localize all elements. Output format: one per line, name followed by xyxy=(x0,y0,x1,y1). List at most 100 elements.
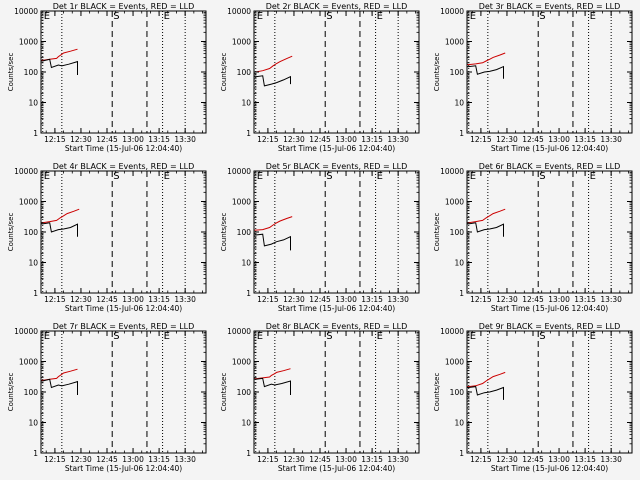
x-tick-label: 13:00 xyxy=(335,455,357,464)
detector-panel: Det 6r BLACK = Events, RED = LLD E S E 1 10 10… xyxy=(426,160,639,320)
event-marker-label: E xyxy=(44,171,50,182)
y-tick-label: 1 xyxy=(33,289,38,298)
y-tick-label: 1000 xyxy=(445,38,464,47)
x-axis-label: Start Time (15-Jul-06 12:04:40) xyxy=(65,144,182,153)
y-tick-label: 100 xyxy=(450,388,465,397)
chart-title: Det 6r BLACK = Events, RED = LLD xyxy=(479,162,621,171)
chart-title: Det 1r BLACK = Events, RED = LLD xyxy=(53,2,195,11)
x-tick-label: 13:15 xyxy=(361,135,383,144)
series-line xyxy=(254,377,291,395)
x-tick-label: 13:00 xyxy=(548,295,570,304)
y-axis-label: Counts/sec xyxy=(220,373,228,412)
x-tick-label: 12:15 xyxy=(470,295,492,304)
x-tick-label: 12:30 xyxy=(283,135,305,144)
event-marker-label: S xyxy=(326,171,332,182)
y-tick-label: 10000 xyxy=(440,7,464,16)
x-axis-label: Start Time (15-Jul-06 12:04:40) xyxy=(278,144,395,153)
y-tick-label: 10000 xyxy=(440,167,464,176)
event-marker-label: E xyxy=(590,11,596,22)
chart-title: Det 5r BLACK = Events, RED = LLD xyxy=(266,162,408,171)
y-tick-label: 100 xyxy=(237,388,252,397)
series-line xyxy=(254,75,291,87)
chart-title: Det 4r BLACK = Events, RED = LLD xyxy=(53,162,195,171)
x-tick-label: 13:30 xyxy=(600,295,622,304)
y-tick-label: 1000 xyxy=(232,358,251,367)
x-tick-label: 12:30 xyxy=(283,295,305,304)
y-tick-label: 10000 xyxy=(440,327,464,336)
chart-title: Det 3r BLACK = Events, RED = LLD xyxy=(479,2,621,11)
detector-panel: Det 2r BLACK = Events, RED = LLD E S E 1 10 10… xyxy=(213,0,426,160)
y-tick-label: 10000 xyxy=(14,167,38,176)
y-tick-label: 10000 xyxy=(14,327,38,336)
x-axis-label: Start Time (15-Jul-06 12:04:40) xyxy=(65,304,182,313)
x-tick-label: 12:30 xyxy=(496,135,518,144)
y-tick-label: 10000 xyxy=(14,7,38,16)
x-axis-label: Start Time (15-Jul-06 12:04:40) xyxy=(65,464,182,473)
x-tick-label: 13:00 xyxy=(335,295,357,304)
event-marker-label: E xyxy=(470,331,476,342)
event-marker-label: S xyxy=(539,171,545,182)
y-axis-label: Counts/sec xyxy=(7,213,15,252)
x-axis-label: Start Time (15-Jul-06 12:04:40) xyxy=(491,464,608,473)
chart-title: Det 8r BLACK = Events, RED = LLD xyxy=(266,322,408,331)
x-tick-label: 12:15 xyxy=(257,455,279,464)
x-tick-label: 13:30 xyxy=(600,135,622,144)
y-tick-label: 100 xyxy=(237,228,252,237)
y-tick-label: 1 xyxy=(246,129,251,138)
y-axis-label: Counts/sec xyxy=(7,53,15,92)
x-tick-label: 12:45 xyxy=(522,455,544,464)
x-tick-label: 12:15 xyxy=(44,295,66,304)
y-tick-label: 1000 xyxy=(445,198,464,207)
plot-frame xyxy=(253,170,420,294)
series-line xyxy=(467,65,504,79)
y-tick-label: 10 xyxy=(28,99,38,108)
y-tick-label: 10 xyxy=(28,259,38,268)
event-marker-label: E xyxy=(44,11,50,22)
y-tick-label: 1 xyxy=(33,129,38,138)
event-marker-label: E xyxy=(164,11,170,22)
y-axis-label: Counts/sec xyxy=(433,53,441,92)
series-line xyxy=(41,58,78,75)
series-line xyxy=(254,233,291,251)
x-tick-label: 13:00 xyxy=(548,455,570,464)
x-tick-label: 13:00 xyxy=(122,135,144,144)
y-tick-label: 100 xyxy=(24,388,39,397)
x-tick-label: 12:45 xyxy=(309,455,331,464)
x-tick-label: 13:15 xyxy=(148,455,170,464)
detector-panel: Det 4r BLACK = Events, RED = LLD E S E 1 10 10… xyxy=(0,160,213,320)
y-tick-label: 10 xyxy=(454,419,464,428)
x-tick-label: 13:15 xyxy=(148,295,170,304)
detector-panel: Det 3r BLACK = Events, RED = LLD E S E 1 10 10… xyxy=(426,0,639,160)
detector-panel: Det 9r BLACK = Events, RED = LLD E S E 1 10 10… xyxy=(426,320,639,480)
x-tick-label: 12:15 xyxy=(44,455,66,464)
chart-title: Det 9r BLACK = Events, RED = LLD xyxy=(479,322,621,331)
x-tick-label: 13:00 xyxy=(335,135,357,144)
y-tick-label: 1000 xyxy=(19,38,38,47)
x-tick-label: 12:30 xyxy=(70,455,92,464)
y-axis-label: Counts/sec xyxy=(220,213,228,252)
y-tick-label: 10 xyxy=(241,259,251,268)
x-axis-label: Start Time (15-Jul-06 12:04:40) xyxy=(278,304,395,313)
detector-panel: Det 7r BLACK = Events, RED = LLD E S E 1 10 10… xyxy=(0,320,213,480)
y-tick-label: 1 xyxy=(33,449,38,458)
series-line xyxy=(254,216,293,231)
series-line xyxy=(467,222,504,237)
x-tick-label: 13:30 xyxy=(174,455,196,464)
x-tick-label: 13:30 xyxy=(174,295,196,304)
detector-panel: Det 5r BLACK = Events, RED = LLD E S E 1 10 10… xyxy=(213,160,426,320)
event-marker-label: S xyxy=(113,331,119,342)
x-tick-label: 12:15 xyxy=(257,135,279,144)
event-marker-label: S xyxy=(113,11,119,22)
event-marker-label: S xyxy=(539,331,545,342)
x-tick-label: 13:30 xyxy=(387,295,409,304)
event-marker-label: E xyxy=(590,171,596,182)
event-marker-label: S xyxy=(539,11,545,22)
